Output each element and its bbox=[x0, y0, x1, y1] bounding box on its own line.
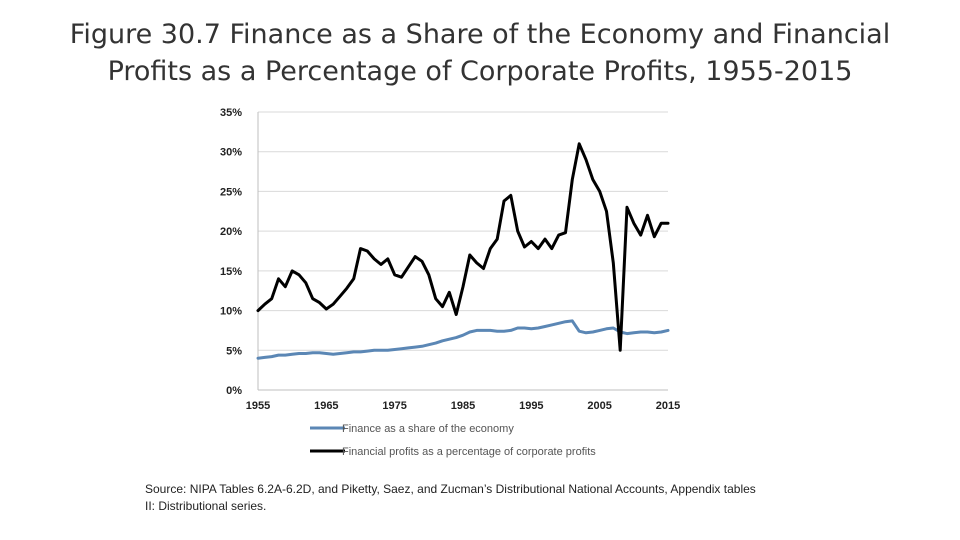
chart-title-line-2: Profits as a Percentage of Corporate Pro… bbox=[107, 56, 853, 87]
y-tick-label: 20% bbox=[220, 226, 242, 238]
y-tick-label: 10% bbox=[220, 306, 242, 318]
x-tick-label: 1975 bbox=[382, 400, 406, 412]
series-lines bbox=[256, 142, 670, 360]
source-note: Source: NIPA Tables 6.2A-6.2D, and Piket… bbox=[145, 481, 825, 515]
y-tick-label: 5% bbox=[226, 345, 242, 357]
x-tick-label: 2015 bbox=[656, 400, 680, 412]
source-note-line-1: Source: NIPA Tables 6.2A-6.2D, and Piket… bbox=[145, 482, 756, 496]
chart-title-line-1: Figure 30.7 Finance as a Share of the Ec… bbox=[69, 19, 891, 50]
y-tick-label: 15% bbox=[220, 266, 242, 278]
y-tick-label: 0% bbox=[226, 385, 242, 397]
x-tick-label: 2005 bbox=[587, 400, 611, 412]
y-axis-tick-labels: 0% 5% 10% 15% 20% 25% 30% 35% bbox=[220, 107, 242, 397]
y-tick-label: 35% bbox=[220, 107, 242, 119]
y-tick-label: 30% bbox=[220, 147, 242, 159]
series-line-finance-share bbox=[256, 319, 670, 360]
legend-label-2: Financial profits as a percentage of cor… bbox=[342, 446, 596, 458]
legend: Finance as a share of the economy Financi… bbox=[310, 423, 596, 458]
y-tick-label: 25% bbox=[220, 186, 242, 198]
chart-title: Figure 30.7 Finance as a Share of the Ec… bbox=[60, 16, 900, 90]
gridlines bbox=[257, 111, 668, 391]
legend-label-1: Finance as a share of the economy bbox=[342, 423, 514, 435]
x-axis-tick-labels: 1955 1965 1975 1985 1995 2005 2015 bbox=[246, 400, 680, 412]
series-line-financial-profits bbox=[256, 142, 670, 352]
source-note-line-2: II: Distributional series. bbox=[145, 499, 267, 513]
x-tick-label: 1965 bbox=[314, 400, 338, 412]
x-tick-label: 1995 bbox=[519, 400, 543, 412]
x-tick-label: 1985 bbox=[451, 400, 475, 412]
x-tick-label: 1955 bbox=[246, 400, 270, 412]
